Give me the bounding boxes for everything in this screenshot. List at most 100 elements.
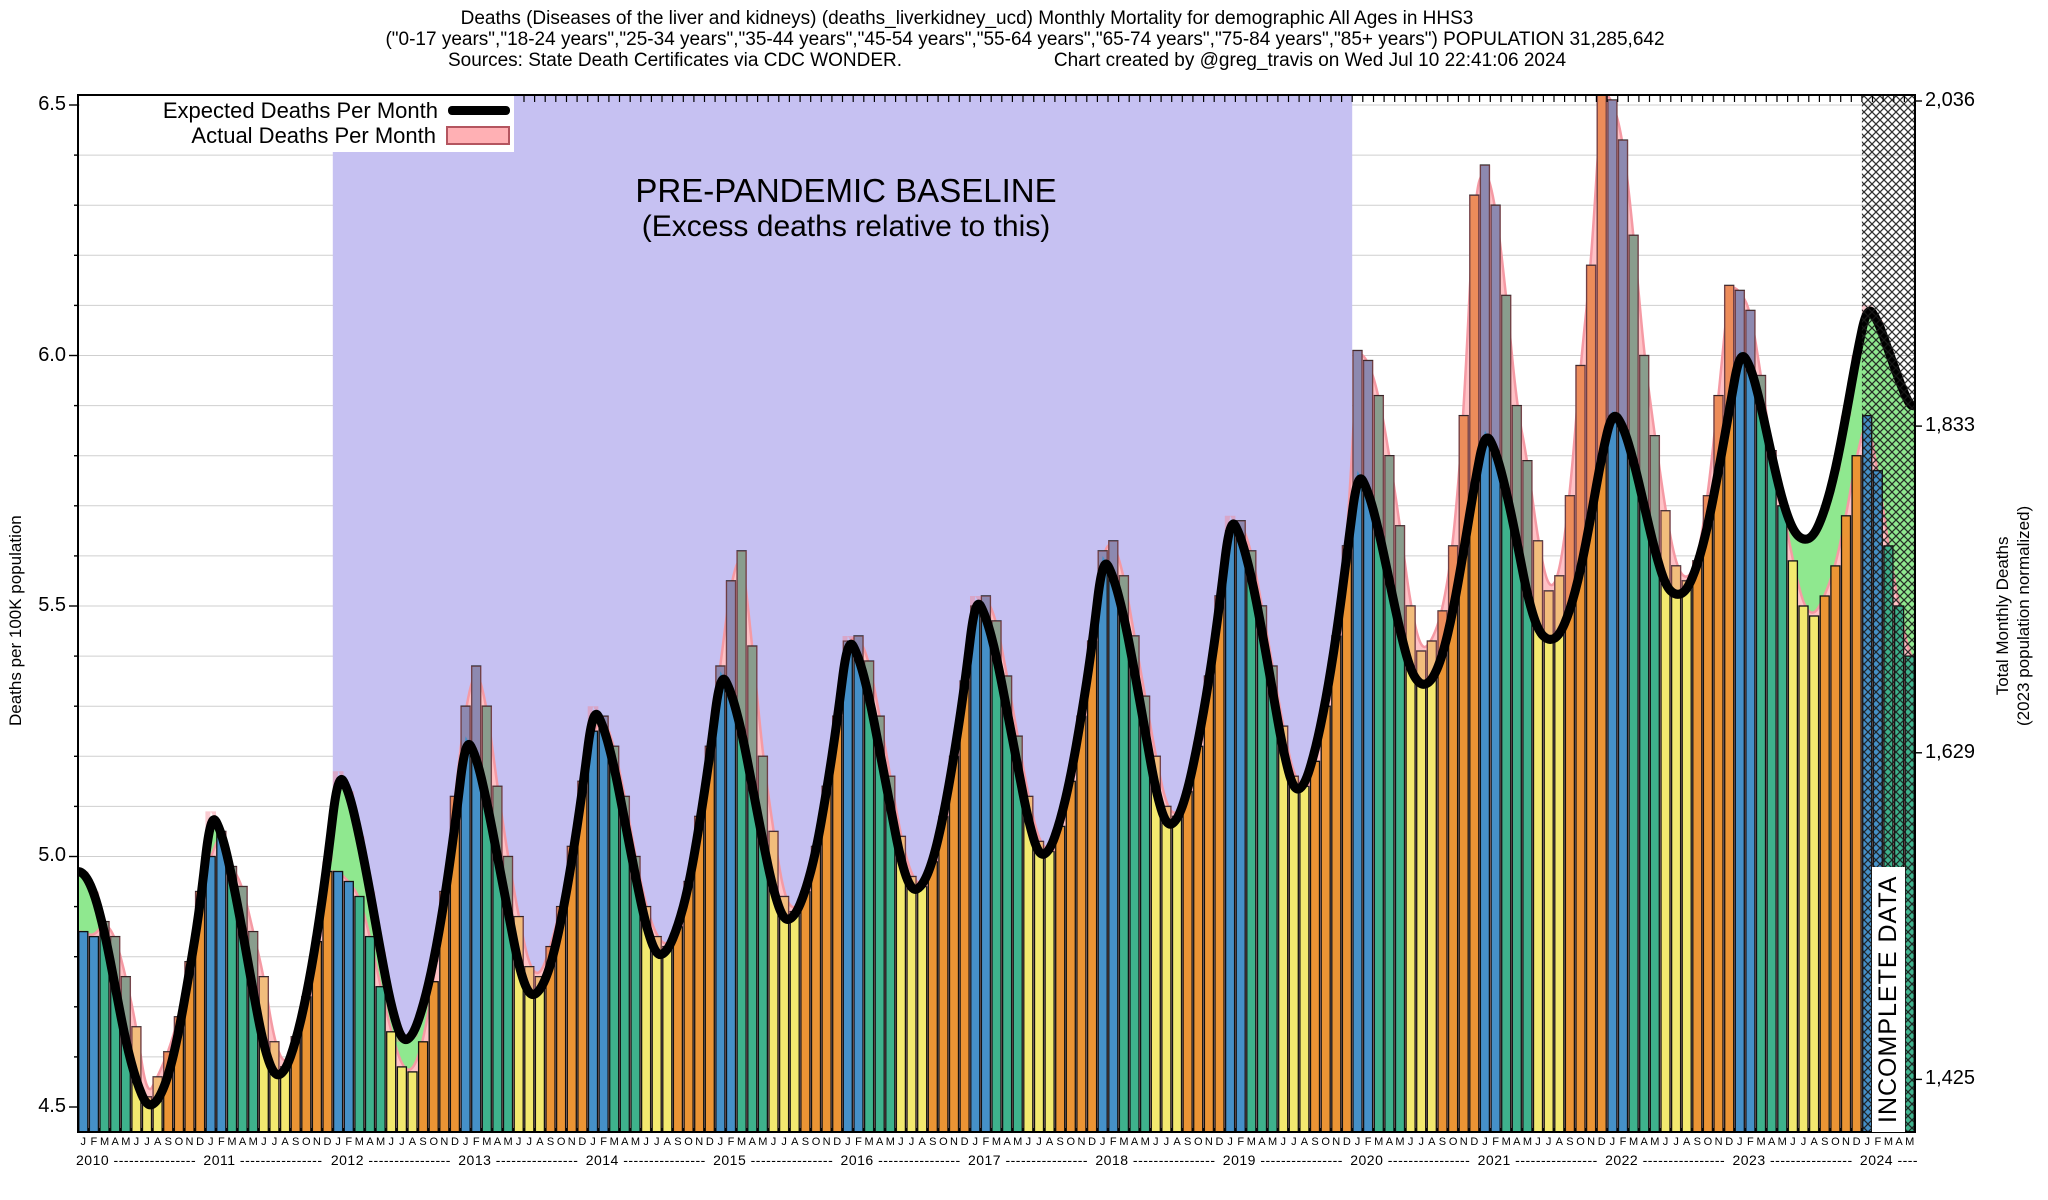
month-bar (502, 855, 514, 1132)
month-letter: F (727, 1136, 735, 1148)
month-letter: N (1841, 1136, 1850, 1148)
month-bar (1458, 414, 1469, 1132)
month-bar (354, 895, 365, 1132)
month-letter: F (1492, 1136, 1499, 1148)
month-letter: F (472, 1136, 480, 1148)
legend-row-expected: Expected Deaths Per Month (80, 98, 510, 123)
month-letter: D (1470, 1136, 1479, 1148)
month-bar (1830, 565, 1841, 1132)
month-bar (1532, 540, 1544, 1132)
month-letter: J (898, 1136, 904, 1148)
month-letter: A (153, 1136, 162, 1148)
month-letter: F (855, 1136, 862, 1148)
month-bar (1214, 595, 1225, 1132)
month-bar (1755, 374, 1767, 1132)
month-bar (1405, 605, 1416, 1132)
month-bar (205, 855, 216, 1132)
month-bar (343, 880, 354, 1132)
month-letter: J (653, 1136, 660, 1148)
month-bar (1278, 725, 1289, 1132)
left-axis-tick-label: 4.5 (38, 1094, 66, 1117)
month-bar (1681, 580, 1692, 1132)
month-bar (1819, 595, 1830, 1132)
month-letter: M (1777, 1136, 1787, 1148)
month-letter: D (1852, 1136, 1861, 1148)
month-letter: N (1332, 1136, 1341, 1148)
month-letter: O (684, 1136, 693, 1148)
month-letter: J (335, 1136, 341, 1148)
month-bar (980, 595, 992, 1132)
year-label: 2022 ---------------- (1605, 1152, 1726, 1168)
month-letter: M (737, 1136, 747, 1148)
month-letter: S (929, 1136, 937, 1148)
month-letter: A (1173, 1136, 1181, 1148)
month-bar (1628, 234, 1639, 1132)
month-bar (832, 715, 843, 1132)
right-axis-title-line2: (2023 population normalized) (2014, 505, 2033, 726)
chart-subtitle-demographics: ("0-17 years","18-24 years","25-34 years… (385, 29, 1665, 50)
month-bar (1161, 805, 1172, 1132)
month-letter: D (833, 1136, 842, 1148)
plot-frame (77, 94, 1916, 1133)
month-letter: N (1077, 1136, 1086, 1148)
month-letter: M (1374, 1136, 1384, 1148)
month-letter: A (1767, 1136, 1776, 1148)
chart-sources: Sources: State Death Certificates via CD… (447, 50, 903, 71)
actual-area-swatch-icon (446, 126, 510, 145)
month-letter: J (908, 1136, 915, 1148)
month-bar (725, 580, 737, 1132)
month-bar (587, 730, 599, 1132)
chart-title: Deaths (Diseases of the liver and kidney… (460, 8, 1474, 29)
month-bar (1108, 540, 1119, 1132)
year-label: 2023 ---------------- (1732, 1152, 1853, 1168)
baseline-annotation-subtitle: (Excess deaths relative to this) (641, 210, 1051, 243)
month-letter: J (1407, 1136, 1414, 1148)
month-bar (810, 845, 822, 1132)
chart-credit: Chart created by @greg_travis on Wed Jul… (1053, 50, 1567, 71)
month-letter: S (1566, 1136, 1574, 1148)
month-letter: A (1640, 1136, 1648, 1148)
month-letter: M (1905, 1136, 1915, 1148)
month-letter: A (1428, 1136, 1436, 1148)
month-letter: M (1013, 1136, 1023, 1148)
month-bar (1341, 545, 1353, 1132)
month-bar (1118, 575, 1130, 1132)
month-letter: M (1246, 1136, 1256, 1148)
month-bar (1511, 404, 1522, 1132)
month-bar (1702, 495, 1714, 1132)
month-bar (1076, 715, 1087, 1132)
year-label: 2020 ---------------- (1350, 1152, 1471, 1168)
month-letter: J (1482, 1136, 1488, 1148)
legend-row-actual: Actual Deaths Per Month (80, 123, 510, 148)
month-bar (1437, 610, 1448, 1132)
baseline-annotation: PRE-PANDEMIC BASELINE (Excess deaths rel… (635, 172, 1056, 244)
month-letter: N (1587, 1136, 1596, 1148)
month-letter: O (1448, 1136, 1458, 1148)
month-letter: S (1311, 1136, 1319, 1148)
month-bar (1171, 815, 1183, 1132)
month-letter: J (1864, 1136, 1870, 1148)
month-bar (991, 620, 1002, 1132)
month-bar (1086, 640, 1098, 1132)
right-axis-tick-label: 2,036 (1925, 89, 1976, 111)
month-bar (1320, 705, 1331, 1132)
left-axis-tick-label: 6.5 (38, 93, 66, 116)
month-bar (672, 925, 684, 1132)
month-letter: O (429, 1136, 438, 1148)
month-bar (1692, 560, 1703, 1132)
month-letter: F (1109, 1136, 1117, 1148)
month-bar (609, 745, 620, 1132)
month-bar (1065, 780, 1076, 1132)
month-bar (1288, 775, 1299, 1132)
month-letter: N (822, 1136, 831, 1148)
month-letter: A (238, 1136, 247, 1148)
month-letter: J (271, 1136, 278, 1148)
month-bar (1607, 99, 1618, 1132)
expected-curve (78, 306, 1915, 1110)
month-bar (1193, 745, 1204, 1132)
baseline-annotation-title: PRE-PANDEMIC BASELINE (635, 172, 1057, 209)
month-bar (1840, 515, 1852, 1132)
month-bar (1798, 605, 1809, 1132)
legend-actual-label: Actual Deaths Per Month (191, 122, 436, 148)
month-letter: N (695, 1136, 704, 1148)
